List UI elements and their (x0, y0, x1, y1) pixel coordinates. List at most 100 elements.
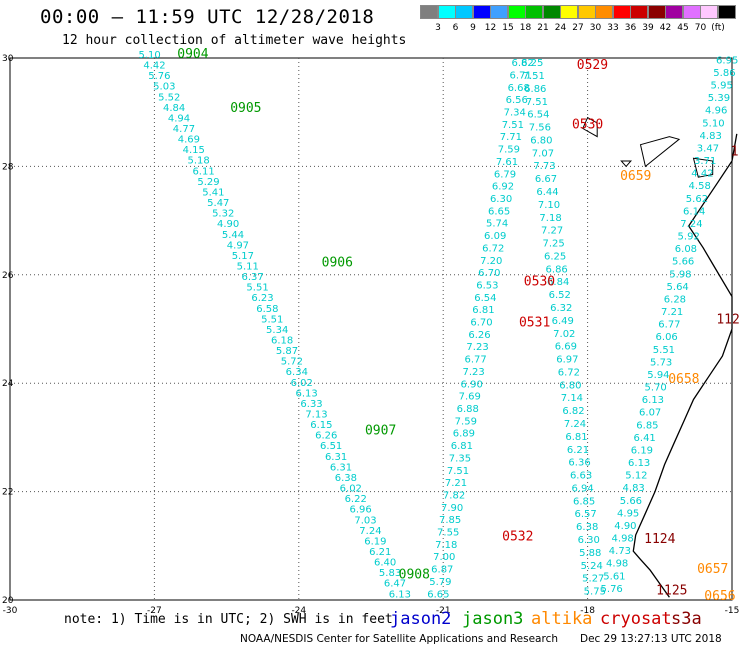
swh-value-label: 5.64 (667, 282, 689, 293)
pass-time-label: 0658 (668, 372, 699, 387)
swh-value-label: 6.70 (470, 318, 492, 329)
swh-value-label: 7.51 (523, 71, 545, 82)
swh-value-label: 7.23 (463, 367, 485, 378)
swh-value-label: 7.18 (435, 540, 457, 551)
swh-value-label: 6.89 (453, 429, 475, 440)
swh-value-label: 3.47 (697, 143, 719, 154)
color-scale-label: 36 (624, 23, 637, 33)
swh-value-label: 6.54 (474, 293, 496, 304)
pass-time-label: 0532 (502, 529, 533, 544)
swh-value-label: 6.21 (369, 547, 391, 558)
swh-value-label: 6.54 (527, 110, 549, 121)
swh-value-label: 6.92 (492, 182, 514, 193)
swh-value-label: 6.80 (559, 380, 581, 391)
chart-subtitle: 12 hour collection of altimeter wave hei… (62, 33, 407, 48)
timestamp-text: Dec 29 13:27:13 UTC 2018 (580, 633, 722, 645)
swh-value-label: 6.81 (472, 305, 494, 316)
swh-value-label: 5.39 (708, 93, 730, 104)
swh-value-label: 5.03 (153, 82, 175, 93)
swh-value-label: 7.35 (449, 453, 471, 464)
color-scale-label: 27 (572, 23, 584, 33)
swh-value-label: 6.22 (345, 494, 367, 505)
swh-value-label: 6.72 (482, 243, 504, 254)
swh-value-label: 4.98 (612, 534, 634, 545)
pass-time-label: 1125 (656, 584, 687, 599)
swh-value-label: 6.21 (567, 445, 589, 456)
swh-value-label: 6.79 (494, 169, 516, 180)
swh-value-label: 4.84 (163, 103, 185, 114)
swh-value-label: 7.25 (542, 239, 564, 250)
swh-value-label: 7.18 (539, 213, 561, 224)
swh-value-label: 5.24 (581, 561, 603, 572)
swh-value-label: 7.24 (680, 219, 702, 230)
swh-value-label: 5.32 (212, 209, 234, 220)
swh-value-label: 7.85 (439, 515, 461, 526)
swh-value-label: 4.83 (623, 483, 645, 494)
swh-value-label: 6.77 (464, 355, 486, 366)
swh-value-label: 6.13 (642, 395, 664, 406)
swh-value-label: 4.58 (689, 181, 711, 192)
swh-value-label: 5.10 (702, 118, 724, 129)
satellite-legend-altika: altika (531, 609, 593, 629)
swh-value-label: 6.32 (550, 303, 572, 314)
swh-value-label: 5.83 (379, 568, 401, 579)
swh-value-label: 6.58 (256, 304, 278, 315)
pass-time-label: 0659 (620, 169, 651, 184)
swh-value-label: 6.87 (431, 565, 453, 576)
swh-value-label: 6.11 (192, 166, 214, 177)
swh-value-label: 5.44 (222, 230, 244, 241)
swh-value-label: 6.65 (488, 206, 510, 217)
color-scale-label: 70 (694, 23, 707, 33)
island-outline (582, 116, 598, 138)
color-scale-label: 18 (519, 23, 532, 33)
swh-value-label: 5.18 (188, 156, 210, 167)
swh-value-label: 7.73 (533, 161, 555, 172)
color-scale-label: 45 (677, 23, 689, 33)
swh-value-label: 6.18 (271, 336, 293, 347)
y-tick-label: 26 (2, 271, 14, 281)
swh-value-label: 6.81 (451, 441, 473, 452)
swh-value-label: 4.42 (691, 169, 713, 180)
swh-value-label: 5.75 (584, 587, 606, 598)
pass-time-label: 0906 (322, 256, 353, 271)
swh-value-label: 5.27 (582, 574, 604, 585)
swh-value-label: 6.25 (544, 251, 566, 262)
swh-value-label: 6.67 (535, 174, 557, 185)
swh-value-label: 5.47 (207, 198, 229, 209)
pass-time-label: 0657 (697, 562, 728, 577)
swh-value-label: 5.29 (197, 177, 219, 188)
swh-value-label: 6.40 (374, 558, 396, 569)
island-outline (620, 160, 633, 168)
swh-value-label: 6.86 (524, 84, 546, 95)
chart-title: 00:00 – 11:59 UTC 12/28/2018 (40, 6, 375, 28)
swh-value-label: 7.02 (553, 329, 575, 340)
y-tick-label: 24 (2, 379, 14, 389)
pass-time-label: 0904 (177, 47, 208, 62)
swh-value-label: 7.07 (532, 148, 554, 159)
swh-value-label: 7.10 (538, 200, 560, 211)
swh-value-label: 5.76 (148, 71, 170, 82)
color-scale-label: 6 (452, 23, 459, 33)
swh-value-label: 6.19 (364, 536, 386, 547)
satellite-legend-s3a: s3a (671, 609, 702, 629)
swh-value-label: 7.55 (437, 528, 459, 539)
swh-value-label: 5.11 (237, 261, 259, 272)
swh-value-label: 5.79 (429, 577, 451, 588)
color-scale-label: (ft) (711, 23, 725, 33)
swh-value-label: 4.97 (227, 240, 249, 251)
swh-value-label: 6.13 (296, 388, 318, 399)
swh-value-label: 5.94 (647, 370, 669, 381)
swh-value-label: 7.69 (459, 392, 481, 403)
pass-time-label: 0530 (524, 275, 555, 290)
swh-value-label: 7.51 (502, 120, 524, 131)
swh-value-label: 6.65 (427, 589, 449, 600)
swh-value-label: 4.77 (173, 124, 195, 135)
swh-value-label: 4.90 (217, 219, 239, 230)
swh-value-label: 5.52 (158, 92, 180, 103)
satellite-legend-jason2: jason2 (390, 609, 452, 629)
swh-value-label: 6.95 (716, 55, 738, 66)
swh-value-label: 6.82 (511, 58, 533, 69)
swh-value-label: 6.52 (549, 290, 571, 301)
swh-value-label: 7.00 (433, 552, 455, 563)
